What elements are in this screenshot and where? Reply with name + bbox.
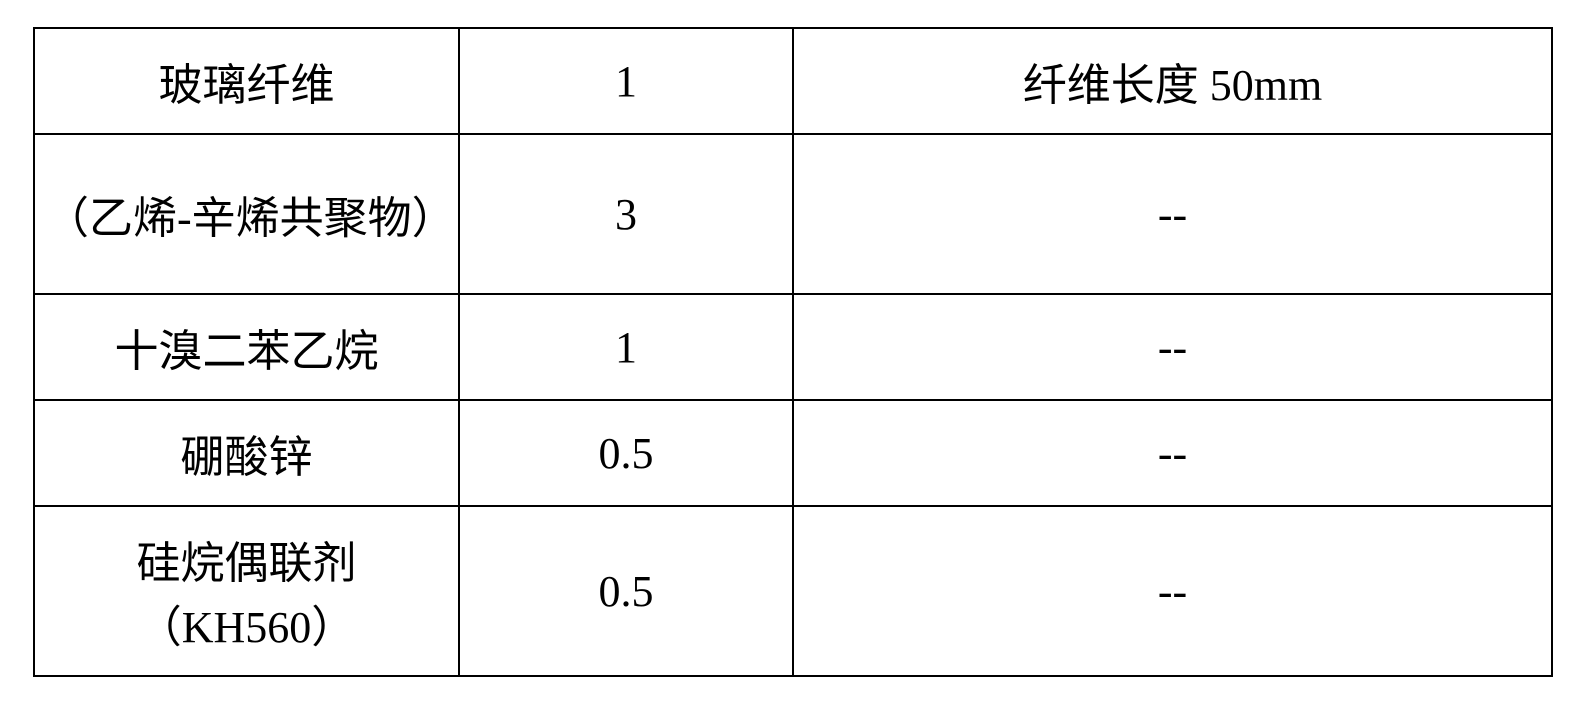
table-row: 十溴二苯乙烷 1 -- [34, 294, 1552, 400]
cell-material: 硼酸锌 [34, 400, 459, 506]
table-row: 硼酸锌 0.5 -- [34, 400, 1552, 506]
data-table: 玻璃纤维 1 纤维长度 50mm （乙烯-辛烯共聚物） 3 -- 十溴二苯乙烷 … [33, 27, 1553, 677]
cell-note: -- [793, 400, 1552, 506]
cell-material: 硅烷偶联剂（KH560） [34, 506, 459, 676]
cell-note: 纤维长度 50mm [793, 28, 1552, 134]
cell-material: 玻璃纤维 [34, 28, 459, 134]
table-row: 硅烷偶联剂（KH560） 0.5 -- [34, 506, 1552, 676]
cell-value: 1 [459, 28, 793, 134]
table-container: 玻璃纤维 1 纤维长度 50mm （乙烯-辛烯共聚物） 3 -- 十溴二苯乙烷 … [33, 27, 1553, 677]
cell-note: -- [793, 294, 1552, 400]
cell-material: 十溴二苯乙烷 [34, 294, 459, 400]
cell-value: 3 [459, 134, 793, 294]
cell-value: 0.5 [459, 400, 793, 506]
cell-value: 0.5 [459, 506, 793, 676]
table-row: （乙烯-辛烯共聚物） 3 -- [34, 134, 1552, 294]
cell-material: （乙烯-辛烯共聚物） [34, 134, 459, 294]
cell-note: -- [793, 506, 1552, 676]
cell-note: -- [793, 134, 1552, 294]
cell-value: 1 [459, 294, 793, 400]
table-row: 玻璃纤维 1 纤维长度 50mm [34, 28, 1552, 134]
